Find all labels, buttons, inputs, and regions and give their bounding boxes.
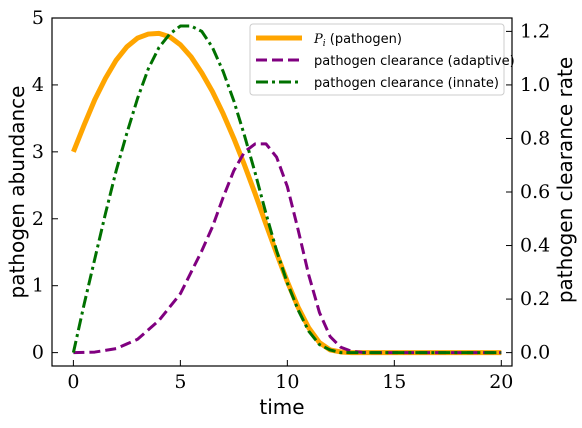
legend-label-adaptive: pathogen clearance (adaptive): [314, 54, 515, 69]
y-right-tick-label: 0.4: [520, 235, 550, 257]
y-right-tick-label: 0.2: [520, 288, 550, 310]
y-left-tick-label: 0: [32, 342, 44, 364]
series-line-pathogen: [71, 30, 502, 356]
y-left-tick-label: 1: [32, 275, 44, 297]
y-right-tick-label: 0.0: [520, 342, 550, 364]
y-axis-left-label: pathogen abundance: [5, 86, 29, 299]
y-left-tick-label: 5: [32, 7, 44, 29]
y-right-tick-label: 0.6: [520, 181, 550, 203]
y-right-tick-label: 0.8: [520, 127, 550, 149]
x-tick-label: 5: [174, 371, 186, 393]
x-axis-label: time: [259, 395, 304, 419]
series-layer: [71, 24, 502, 356]
x-tick-label: 15: [382, 371, 406, 393]
ticks-layer: 0 5 10 15 20 0 1 2 3 4 5 0.0 0.2 0.4 0.6 0.8 1.0 1.2: [32, 7, 550, 393]
series-line-adaptive: [73, 142, 502, 355]
legend: Pi (pathogen) pathogen clearance (adapti…: [249, 23, 515, 96]
y-axis-right-label: pathogen clearance rate: [553, 57, 577, 303]
x-tick-label: 10: [275, 371, 299, 393]
y-left-tick-label: 4: [32, 74, 44, 96]
x-tick-label: 0: [67, 371, 79, 393]
legend-label-pathogen: Pi (pathogen): [313, 32, 402, 49]
y-left-tick-label: 3: [32, 141, 44, 163]
x-tick-label: 20: [489, 371, 513, 393]
y-right-tick-label: 1.0: [520, 74, 550, 96]
legend-label-innate: pathogen clearance (innate): [314, 76, 499, 91]
y-right-tick-label: 1.2: [520, 20, 550, 42]
legend-frame: [249, 23, 505, 96]
y-left-tick-label: 2: [32, 208, 44, 230]
